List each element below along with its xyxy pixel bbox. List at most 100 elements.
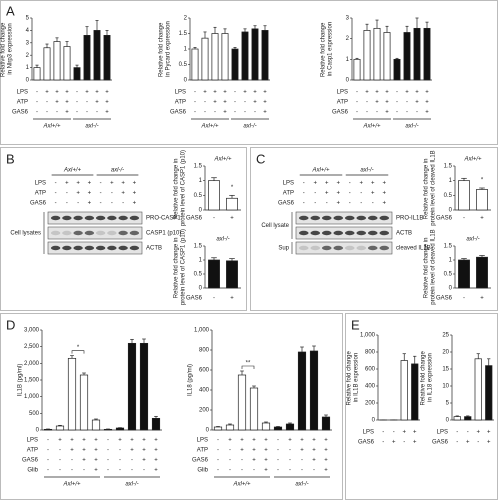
bar [353,58,361,81]
bar [67,357,77,431]
condition-sign: - [71,458,73,464]
x-tick-label: + [480,216,484,222]
y-axis-label: IL18 (pg/ml) [188,364,194,396]
blot-band [95,215,106,221]
bar [285,423,295,431]
condition-sign: + [45,90,49,96]
condition-sign: - [46,110,48,116]
bar [115,427,125,431]
condition-sign: + [385,100,389,106]
condition-sign: - [277,438,279,444]
condition-sign: - [366,100,368,106]
condition-sign: - [477,440,479,446]
bar [321,416,331,431]
blot-band [298,245,309,251]
condition-sign: - [47,458,49,464]
condition-sign: - [234,90,236,96]
y-tick-label: 1.5 [194,164,203,170]
condition-sign: - [47,448,49,454]
bar [79,374,89,431]
bar [383,32,391,81]
condition-sign: - [76,90,78,96]
condition-sign: + [65,90,69,96]
chart-title: axl-/- [466,237,479,243]
y-tick-label: 1 [449,258,453,264]
condition-label: LPS [35,181,46,187]
blot-band [107,230,117,236]
condition-sign: + [405,90,409,96]
significance-mark: * [77,345,80,351]
y-tick-label: 0 [199,286,203,292]
y-tick-label: 0 [446,418,450,424]
condition-sign: + [371,191,375,197]
condition-sign: - [456,440,458,446]
group-label: axl-/- [243,124,256,130]
bar [191,48,199,81]
condition-sign: - [366,110,368,116]
condition-sign: + [130,448,134,454]
blot-label: ACTB [146,246,162,252]
condition-sign: - [253,468,255,474]
condition-sign: + [312,438,316,444]
blot-band [73,245,83,251]
blot-strip [47,211,143,225]
y-axis-label-line: Relative fold change [346,349,352,405]
condition-sign: - [403,440,405,446]
y-tick-label: 2,500 [24,344,40,350]
y-tick-label: 400 [199,388,210,394]
condition-sign: + [154,468,158,474]
blot-band [95,245,106,251]
condition-sign: - [96,110,98,116]
panel-label: E [351,317,360,332]
condition-sign: - [244,110,246,116]
condition-sign: + [88,191,92,197]
bar [127,342,137,431]
bar [297,351,307,431]
y-axis-label-line: in IL18 expression [427,353,433,402]
y-axis-label-line: Relative fold change [0,21,6,77]
y-axis-label-line: Relative fold change [420,349,426,405]
condition-sign: + [487,430,491,436]
y-tick-label: 0 [199,208,203,214]
bar [261,30,269,81]
blot-strip [295,241,393,255]
condition-sign: + [94,438,98,444]
y-tick-label: 3,000 [24,328,40,334]
blot-band [310,230,321,236]
condition-sign: + [118,438,122,444]
x-tick-label: - [213,296,215,302]
condition-sign: - [131,458,133,464]
condition-sign: + [133,201,137,207]
y-axis-label-line: protein level of CASP1 (p10) [180,150,186,226]
y-tick-label: 1 [199,258,203,264]
condition-sign: - [229,468,231,474]
condition-sign: + [142,448,146,454]
condition-sign: - [349,201,351,207]
condition-sign: + [382,201,386,207]
blot-band [50,245,61,251]
condition-label: LPS [27,438,38,444]
x-axis-label: GAS6 [186,296,203,302]
condition-sign: - [77,201,79,207]
condition-sign: - [47,438,49,444]
y-tick-label: 0 [449,208,453,214]
condition-sign: + [142,438,146,444]
condition-sign: - [111,201,113,207]
bar [208,259,220,289]
y-tick-label: 0.5 [179,62,188,68]
y-axis-label-line: in IL1B expression [353,353,359,402]
blot-band [356,215,367,221]
bar [458,180,470,211]
condition-sign: + [133,191,137,197]
y-tick-label: 500 [29,411,40,417]
bar [485,365,493,421]
blot-band [344,230,355,236]
y-tick-label: 2 [26,53,30,59]
condition-label: LPS [197,438,208,444]
condition-sign: - [277,468,279,474]
blot-band [118,215,128,221]
bar [53,41,61,81]
condition-label: GAS6 [332,110,349,116]
condition-sign: - [46,100,48,106]
